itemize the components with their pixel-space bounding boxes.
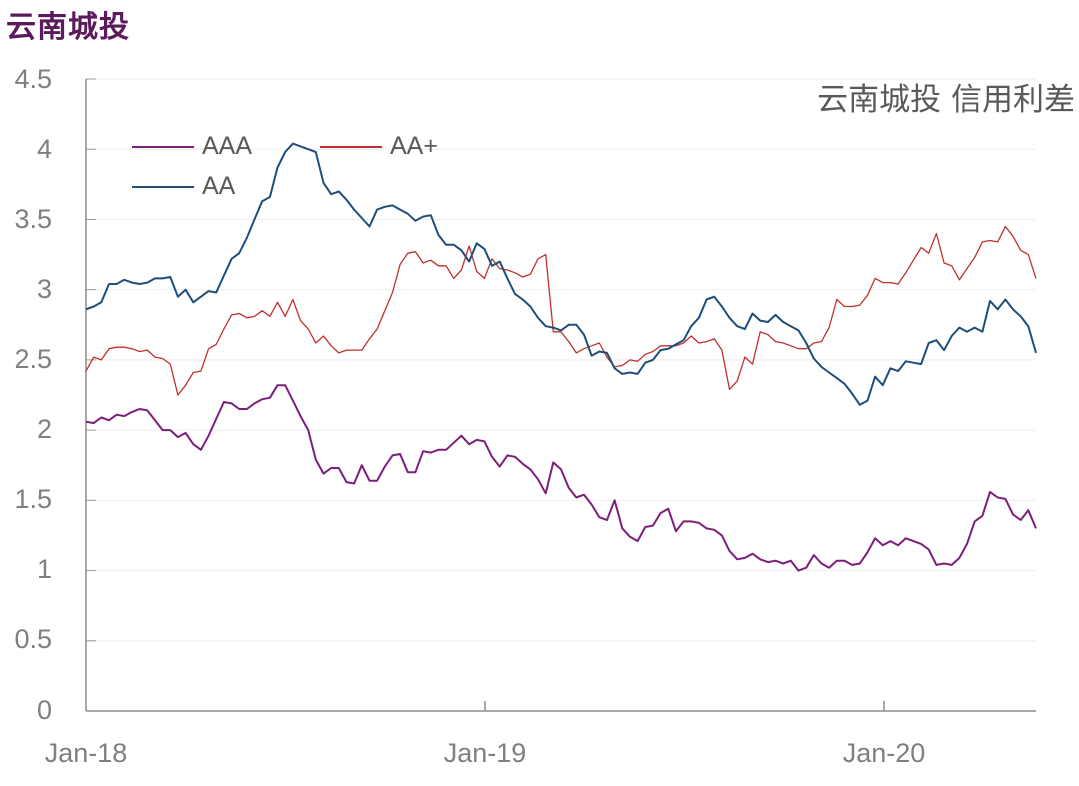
x-tick-label: Jan-19 — [443, 738, 527, 768]
legend-item-aaa: AAA — [132, 132, 252, 161]
y-tick-label: 0 — [36, 695, 52, 725]
y-tick-label: 1 — [36, 554, 52, 584]
series-line-aa — [85, 142, 1037, 406]
legend-item-aa: AA — [132, 172, 235, 201]
page-title: 云南城投 — [6, 10, 130, 45]
x-tick-label: Jan-20 — [842, 738, 926, 768]
legend-label: AA+ — [390, 132, 438, 160]
y-tick-label: 3 — [36, 274, 52, 304]
y-tick-label: 0.5 — [14, 624, 52, 654]
legend-swatch-aa-plus — [320, 145, 382, 148]
y-tick-label: 4 — [36, 134, 52, 164]
series-line-aa-plus — [85, 225, 1037, 396]
legend-label: AAA — [202, 132, 253, 160]
y-tick-label: 2.5 — [14, 344, 52, 374]
series-line-aaa — [85, 384, 1037, 572]
x-tick-label: Jan-18 — [44, 738, 128, 768]
chart-title: 云南城投 信用利差 — [817, 82, 1075, 118]
legend-item-aa-plus: AA+ — [320, 132, 438, 161]
legend-swatch-aa — [132, 185, 194, 188]
legend-label: AA — [202, 172, 236, 200]
y-tick-label: 3.5 — [14, 204, 52, 234]
y-tick-label: 1.5 — [14, 484, 52, 514]
legend-swatch-aaa — [132, 145, 194, 148]
y-tick-label: 2 — [36, 414, 52, 444]
y-tick-label: 4.5 — [14, 64, 52, 94]
